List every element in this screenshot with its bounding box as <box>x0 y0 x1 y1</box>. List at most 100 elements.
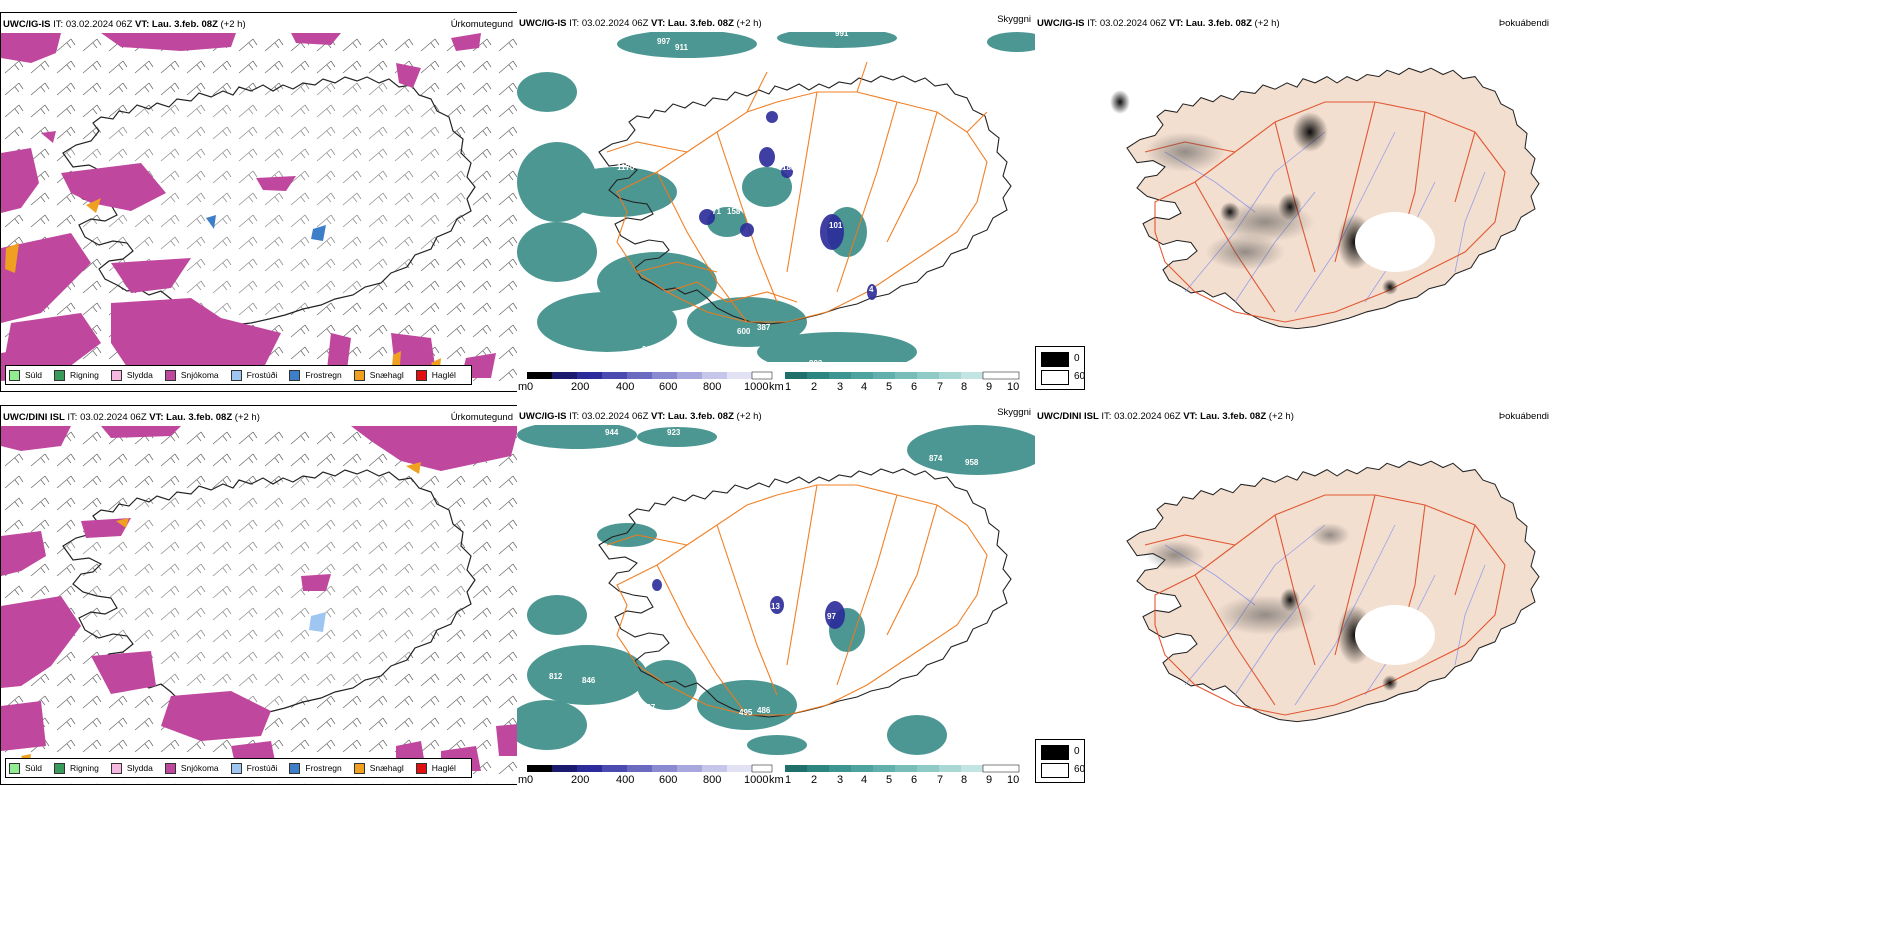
svg-text:m: m <box>518 381 527 392</box>
legend-swatch <box>289 369 301 381</box>
svg-text:5: 5 <box>886 774 892 785</box>
panel-variable-label: Úrkomutegund <box>450 412 513 423</box>
svg-text:745: 745 <box>897 426 911 435</box>
svg-text:600: 600 <box>659 381 677 392</box>
visibility-map: 944 923 745 874 958 13 97 812 846 997 49… <box>517 425 1035 755</box>
svg-text:495: 495 <box>739 708 753 717</box>
fog-legend: 0 60 <box>1035 346 1085 390</box>
legend-swatch <box>9 762 20 774</box>
svg-text:0: 0 <box>527 774 533 785</box>
panel-variable-label: Skyggni <box>997 407 1031 418</box>
svg-text:71: 71 <box>712 207 721 216</box>
legend-swatch <box>164 762 176 774</box>
svg-text:2: 2 <box>811 381 817 392</box>
svg-text:km: km <box>769 381 784 392</box>
svg-text:600: 600 <box>737 327 751 336</box>
panel-title: UWC/DINI ISL IT: 03.02.2024 06Z VT: Lau.… <box>1037 411 1294 422</box>
legend-swatch <box>353 369 365 381</box>
fog-map <box>1110 67 1540 330</box>
svg-text:1000: 1000 <box>744 774 768 785</box>
panel-title: UWC/DINI ISL IT: 03.02.2024 06Z VT: Lau.… <box>3 412 260 423</box>
legend-swatch <box>9 369 20 381</box>
legend-swatch <box>110 762 122 774</box>
svg-text:993: 993 <box>809 359 823 362</box>
svg-text:10: 10 <box>1007 381 1019 392</box>
svg-text:200: 200 <box>571 381 589 392</box>
svg-text:400: 400 <box>616 381 634 392</box>
panel-title: UWC/IG-IS IT: 03.02.2024 06Z VT: Lau. 3.… <box>3 19 246 30</box>
snow-areas <box>1 33 496 381</box>
precip-type-panel-top: UWC/IG-IS IT: 03.02.2024 06Z VT: Lau. 3.… <box>0 12 518 392</box>
svg-text:9: 9 <box>986 774 992 785</box>
svg-text:101: 101 <box>829 221 843 230</box>
panel-variable-label: Þokuábendi <box>1498 18 1549 29</box>
svg-text:387: 387 <box>757 323 771 332</box>
svg-text:97: 97 <box>827 612 836 621</box>
svg-text:9: 9 <box>986 381 992 392</box>
panel-title: UWC/IG-IS IT: 03.02.2024 06Z VT: Lau. 3.… <box>519 411 762 422</box>
svg-text:1170: 1170 <box>617 163 635 172</box>
svg-text:m: m <box>518 774 527 785</box>
svg-text:997: 997 <box>642 703 656 712</box>
svg-text:600: 600 <box>659 774 677 785</box>
svg-text:812: 812 <box>549 672 563 681</box>
svg-text:874: 874 <box>929 454 943 463</box>
svg-text:800: 800 <box>703 774 721 785</box>
svg-text:4: 4 <box>861 774 867 785</box>
precip-legend: Súld Rigning Slydda Snjókoma Frostúði Fr… <box>5 758 472 778</box>
svg-text:158: 158 <box>727 207 741 216</box>
legend-swatch <box>110 369 122 381</box>
svg-text:km: km <box>769 774 784 785</box>
svg-text:2: 2 <box>811 774 817 785</box>
legend-swatch <box>415 369 427 381</box>
svg-text:997: 997 <box>642 345 656 354</box>
legend-swatch <box>230 762 242 774</box>
panel-variable-label: Þokuábendi <box>1498 411 1549 422</box>
panel-variable-label: Úrkomutegund <box>450 19 513 30</box>
svg-text:4: 4 <box>861 381 867 392</box>
svg-text:0: 0 <box>527 381 533 392</box>
svg-text:5: 5 <box>886 381 892 392</box>
precip-type-map <box>1 426 517 784</box>
visibility-scale: km 1 2 3 4 5 6 7 8 9 10 <box>769 371 1020 392</box>
fog-panel-top: UWC/IG-IS IT: 03.02.2024 06Z VT: Lau. 3.… <box>1035 12 1553 392</box>
svg-text:183: 183 <box>782 163 796 172</box>
svg-text:200: 200 <box>571 774 589 785</box>
panel-title: UWC/IG-IS IT: 03.02.2024 06Z VT: Lau. 3.… <box>519 18 762 29</box>
legend-swatch <box>230 369 242 381</box>
precip-legend: Súld Rigning Slydda Snjókoma Frostúði Fr… <box>5 365 472 385</box>
ceiling-visibility-colorbar: m 0 200 400 600 800 1000 km 1 2 3 4 5 6 … <box>518 764 1020 785</box>
svg-text:13: 13 <box>771 602 780 611</box>
svg-text:7: 7 <box>937 774 943 785</box>
svg-text:77: 77 <box>815 209 824 218</box>
svg-text:3: 3 <box>837 381 843 392</box>
road-network <box>606 61 988 323</box>
ceiling-scale: m 0 200 400 600 800 1000 <box>518 371 773 392</box>
legend-swatch <box>54 762 66 774</box>
svg-text:3: 3 <box>837 774 843 785</box>
svg-text:400: 400 <box>616 774 634 785</box>
visibility-panel-top: UWC/IG-IS IT: 03.02.2024 06Z VT: Lau. 3.… <box>517 12 1035 392</box>
svg-text:486: 486 <box>757 706 771 715</box>
svg-text:800: 800 <box>703 381 721 392</box>
fog-legend: 0 60 <box>1035 739 1085 783</box>
svg-text:8: 8 <box>961 381 967 392</box>
precip-type-panel-bottom: UWC/DINI ISL IT: 03.02.2024 06Z VT: Lau.… <box>0 405 518 785</box>
svg-text:137: 137 <box>772 205 786 214</box>
svg-text:958: 958 <box>965 458 979 467</box>
legend-swatch <box>289 762 301 774</box>
legend-swatch <box>415 762 427 774</box>
svg-text:1: 1 <box>785 774 791 785</box>
fog-map <box>1126 460 1540 723</box>
precip-type-map <box>1 33 517 391</box>
visibility-panel-bottom: UWC/IG-IS IT: 03.02.2024 06Z VT: Lau. 3.… <box>517 405 1035 785</box>
ceiling-visibility-colorbar: m 0 200 400 600 800 1000 km 1 2 3 4 5 6 … <box>518 371 1020 392</box>
svg-text:6: 6 <box>911 774 917 785</box>
svg-text:1000: 1000 <box>744 381 768 392</box>
panel-title: UWC/IG-IS IT: 03.02.2024 06Z VT: Lau. 3.… <box>1037 18 1280 29</box>
legend-swatch <box>164 369 176 381</box>
svg-text:8: 8 <box>961 774 967 785</box>
svg-text:7: 7 <box>937 381 943 392</box>
svg-text:6: 6 <box>911 381 917 392</box>
svg-text:997: 997 <box>657 37 671 46</box>
